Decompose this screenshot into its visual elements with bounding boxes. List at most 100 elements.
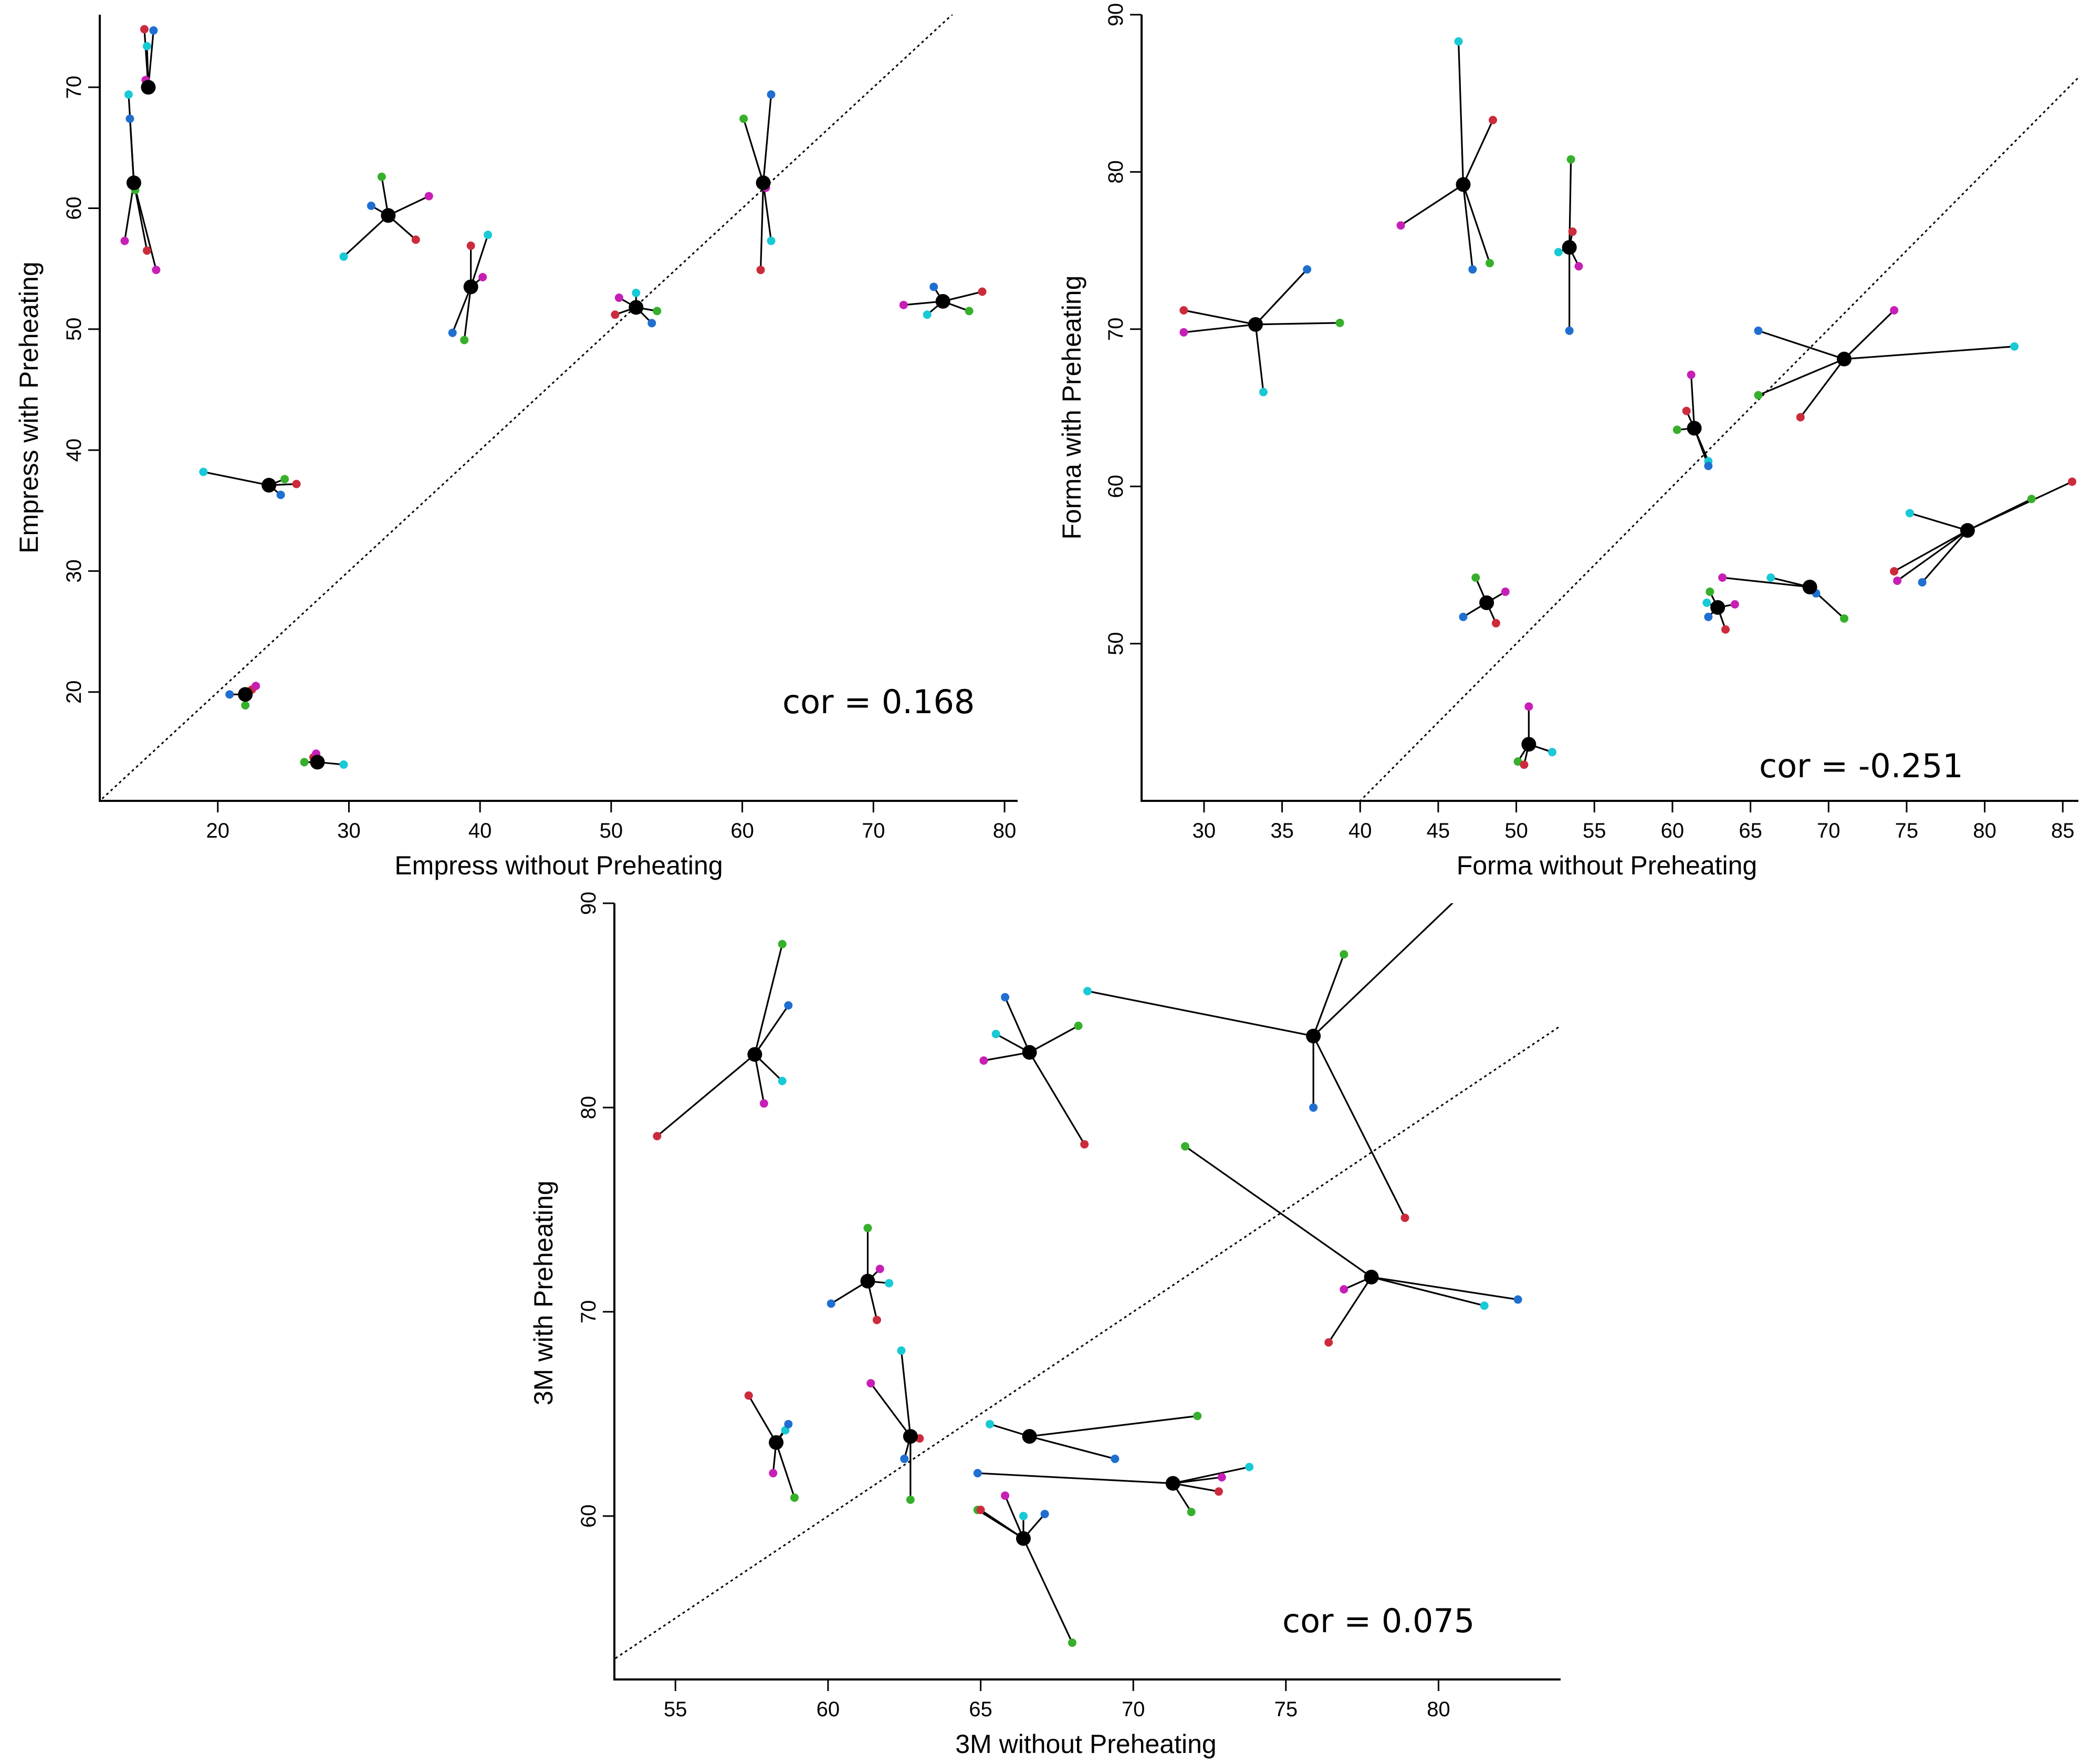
forma-spoke	[1254, 324, 1264, 392]
forma-data-point	[1565, 326, 1574, 335]
forma-data-point	[1520, 760, 1529, 769]
empress-data-point	[632, 288, 641, 297]
empress-data-point	[339, 760, 348, 769]
3m-data-point	[759, 1099, 768, 1108]
forma-data-point	[1501, 587, 1510, 596]
forma-centroid	[1521, 737, 1536, 752]
empress-spoke	[762, 94, 772, 183]
empress-y-tick-label: 50	[62, 318, 86, 341]
empress-centroid	[310, 755, 325, 770]
forma-data-point	[1459, 612, 1468, 621]
empress-centroid	[126, 175, 141, 191]
3m-plot-area	[614, 889, 1561, 1660]
empress-spoke	[343, 215, 389, 257]
empress-data-point	[149, 26, 158, 35]
forma-x-tick-label: 55	[1583, 819, 1606, 842]
empress-x-ticks: 20 30 40 50 60 70 80	[206, 801, 1016, 842]
3m-data-point	[1080, 1140, 1089, 1149]
panel-3m: 55 60 65 70 75 80 60 70 80 90 3M without Preheat…	[529, 889, 1561, 1759]
forma-centroid	[1248, 317, 1263, 332]
forma-data-point	[1730, 600, 1739, 609]
3m-spoke	[1004, 1495, 1024, 1539]
forma-centroid	[1479, 595, 1494, 610]
forma-centroid	[1562, 240, 1577, 255]
3m-data-point	[1193, 1412, 1202, 1421]
3m-data-point	[1074, 1021, 1083, 1030]
forma-data-point	[1796, 413, 1805, 422]
3m-x-tick-label: 65	[969, 1698, 992, 1721]
3m-data-point	[1324, 1338, 1333, 1347]
3m-spoke	[1371, 1276, 1518, 1301]
forma-spoke	[1909, 512, 1968, 531]
forma-data-point	[1566, 155, 1575, 164]
3m-data-point	[784, 1419, 793, 1428]
empress-spoke	[470, 234, 489, 287]
empress-centroid	[141, 80, 156, 95]
empress-data-point	[152, 265, 161, 274]
empress-data-point	[225, 690, 234, 699]
empress-axis-frame	[99, 15, 1018, 802]
forma-y-tick-label: 80	[1104, 160, 1127, 184]
forma-centroid	[1837, 351, 1852, 367]
empress-data-point	[300, 758, 309, 767]
3m-centroid	[903, 1429, 918, 1444]
3m-data-point	[872, 1316, 881, 1324]
forma-data-point	[2027, 495, 2036, 504]
forma-y-ticks: 50 60 70 80 90	[1104, 3, 1142, 655]
empress-data-point	[767, 236, 776, 245]
forma-axis-frame	[1141, 15, 2078, 802]
3m-data-point	[1459, 889, 1467, 897]
3m-centroid	[1016, 1531, 1031, 1546]
empress-data-point	[241, 701, 250, 710]
empress-data-point	[424, 192, 433, 201]
empress-data-point	[965, 307, 974, 316]
forma-marks	[1179, 37, 2078, 801]
empress-spoke	[203, 471, 269, 486]
forma-data-point	[2068, 477, 2077, 486]
3m-spoke	[870, 1383, 912, 1437]
empress-data-point	[614, 293, 623, 302]
empress-data-point	[611, 310, 620, 319]
empress-data-point	[448, 328, 457, 337]
3m-spoke	[1312, 1036, 1406, 1218]
forma-data-point	[1491, 619, 1500, 628]
empress-spoke	[129, 118, 135, 183]
forma-spoke	[1967, 481, 2073, 531]
forma-data-point	[1468, 265, 1477, 274]
3m-spoke	[1371, 1276, 1485, 1307]
forma-data-point	[1840, 614, 1848, 623]
3m-spoke	[1029, 1052, 1085, 1145]
forma-data-point	[1704, 612, 1713, 621]
empress-data-point	[276, 490, 285, 499]
forma-data-point	[1486, 259, 1494, 268]
3m-x-tick-label: 80	[1427, 1698, 1450, 1721]
3m-centroid	[747, 1047, 762, 1062]
3m-spoke	[754, 1005, 789, 1055]
forma-data-point	[1721, 625, 1730, 634]
forma-data-point	[1454, 37, 1463, 46]
empress-data-point	[978, 287, 987, 296]
forma-spoke	[1844, 346, 2015, 360]
forma-x-tick-label: 40	[1348, 819, 1372, 842]
3m-data-point	[1001, 1491, 1010, 1500]
empress-y-label: Empress with Preheating	[14, 262, 44, 554]
empress-spoke	[463, 286, 472, 340]
3m-spoke	[1313, 903, 1453, 1037]
forma-data-point	[1179, 328, 1188, 337]
3m-data-point	[900, 1454, 909, 1463]
3m-centroid	[1165, 1476, 1180, 1491]
3m-data-point	[1217, 1473, 1226, 1481]
3m-spoke	[1029, 1025, 1079, 1053]
3m-x-tick-label: 60	[817, 1698, 840, 1721]
3m-data-point	[1040, 1509, 1049, 1518]
3m-spoke	[1029, 1435, 1115, 1460]
empress-data-point	[929, 283, 938, 291]
3m-data-point	[1187, 1508, 1196, 1517]
3m-centroid	[860, 1274, 875, 1289]
forma-data-point	[1335, 318, 1344, 327]
3m-data-point	[784, 1001, 793, 1010]
3m-y-tick-label: 70	[577, 1300, 600, 1324]
empress-centroid	[463, 279, 478, 295]
empress-spoke	[452, 286, 472, 333]
